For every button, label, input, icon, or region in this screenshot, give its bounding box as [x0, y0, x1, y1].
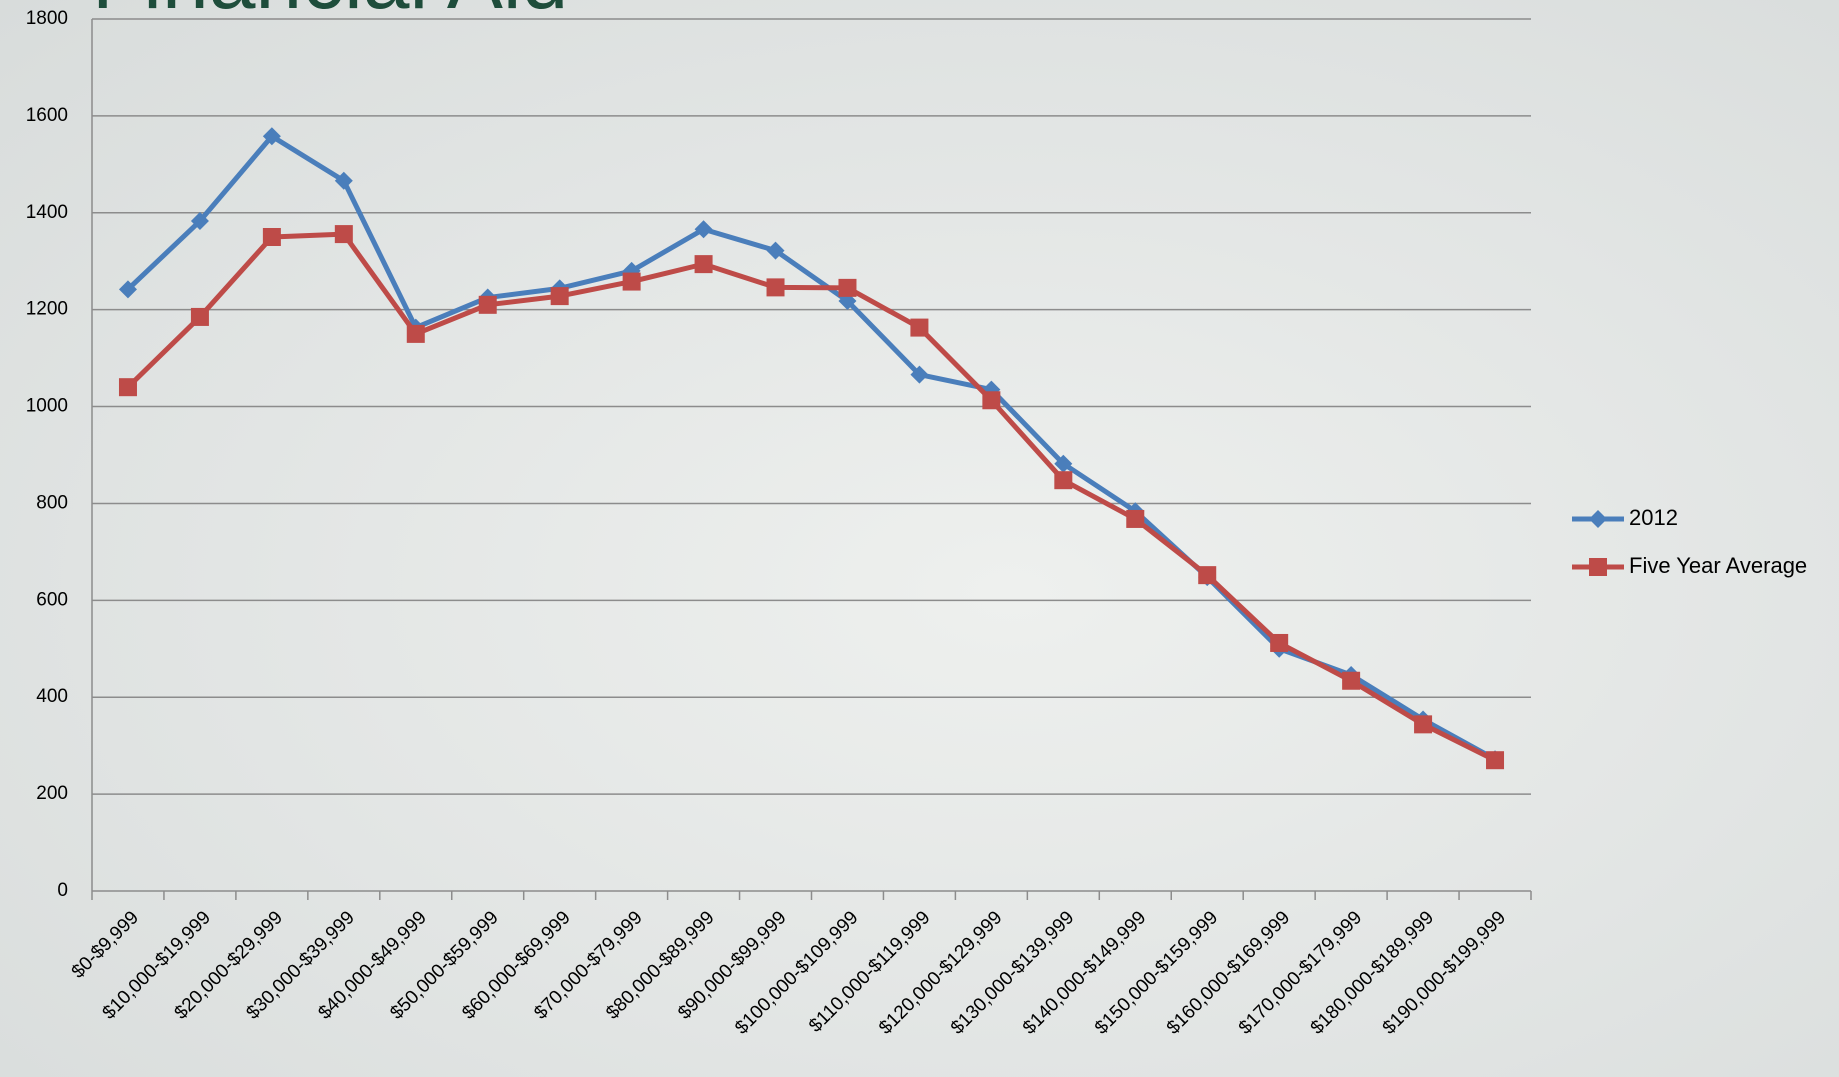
data-point [838, 278, 857, 297]
x-tick-label: $160,000-$169,999 [1163, 907, 1294, 1038]
data-point [766, 278, 785, 297]
x-tick-label: $0-$9,999 [68, 907, 143, 982]
y-tick-label: 1400 [26, 202, 68, 223]
x-tick-label: $150,000-$159,999 [1091, 907, 1222, 1038]
data-point [118, 378, 137, 397]
y-tick-label: 800 [36, 492, 68, 513]
legend-marker [1589, 510, 1607, 528]
data-point [1198, 566, 1217, 585]
data-point [190, 307, 209, 326]
x-tick-label: $110,000-$119,999 [805, 907, 934, 1036]
data-point [334, 225, 353, 244]
data-point [190, 212, 209, 231]
data-point [1414, 715, 1433, 734]
data-point [694, 255, 713, 274]
x-tick-label: $100,000-$109,999 [731, 907, 862, 1038]
y-tick-label: 200 [36, 783, 68, 804]
data-point [766, 241, 785, 260]
data-point [478, 295, 497, 314]
data-point [622, 272, 641, 291]
data-point [1342, 671, 1361, 690]
data-point [910, 365, 929, 384]
data-point [118, 280, 137, 299]
chart-title: Financial Aid [92, 0, 568, 26]
x-tick-label: $120,000-$129,999 [875, 907, 1006, 1038]
data-point [262, 127, 281, 146]
x-tick-label: $180,000-$189,999 [1307, 907, 1438, 1038]
series-line [126, 133, 1497, 762]
y-tick-label: 1800 [26, 8, 68, 29]
series-line [126, 231, 1497, 763]
y-tick-label: 400 [36, 686, 68, 707]
x-tick-label: $140,000-$149,999 [1019, 907, 1150, 1038]
y-tick-label: 600 [36, 589, 68, 610]
data-point [1126, 509, 1145, 528]
x-tick-label: $130,000-$139,999 [947, 907, 1078, 1038]
data-point [1054, 454, 1073, 473]
data-point [1486, 751, 1505, 770]
data-point [694, 220, 713, 239]
y-tick-label: 1000 [26, 396, 68, 417]
legend-marker [1589, 558, 1607, 576]
y-tick-label: 0 [57, 880, 68, 901]
data-point [262, 228, 281, 246]
x-tick-label: $190,000-$199,999 [1379, 907, 1510, 1038]
data-point [1270, 633, 1289, 652]
y-tick-label: 1200 [26, 299, 68, 320]
data-point [910, 318, 929, 337]
data-point [982, 391, 1001, 410]
data-point [1054, 471, 1073, 490]
y-tick-label: 1600 [26, 105, 68, 126]
data-point [406, 324, 425, 343]
legend-label: Five Year Average [1629, 553, 1807, 578]
data-point [334, 171, 353, 190]
legend-label: 2012 [1629, 505, 1678, 530]
data-point [550, 287, 569, 306]
x-tick-label: $170,000-$179,999 [1235, 907, 1366, 1038]
